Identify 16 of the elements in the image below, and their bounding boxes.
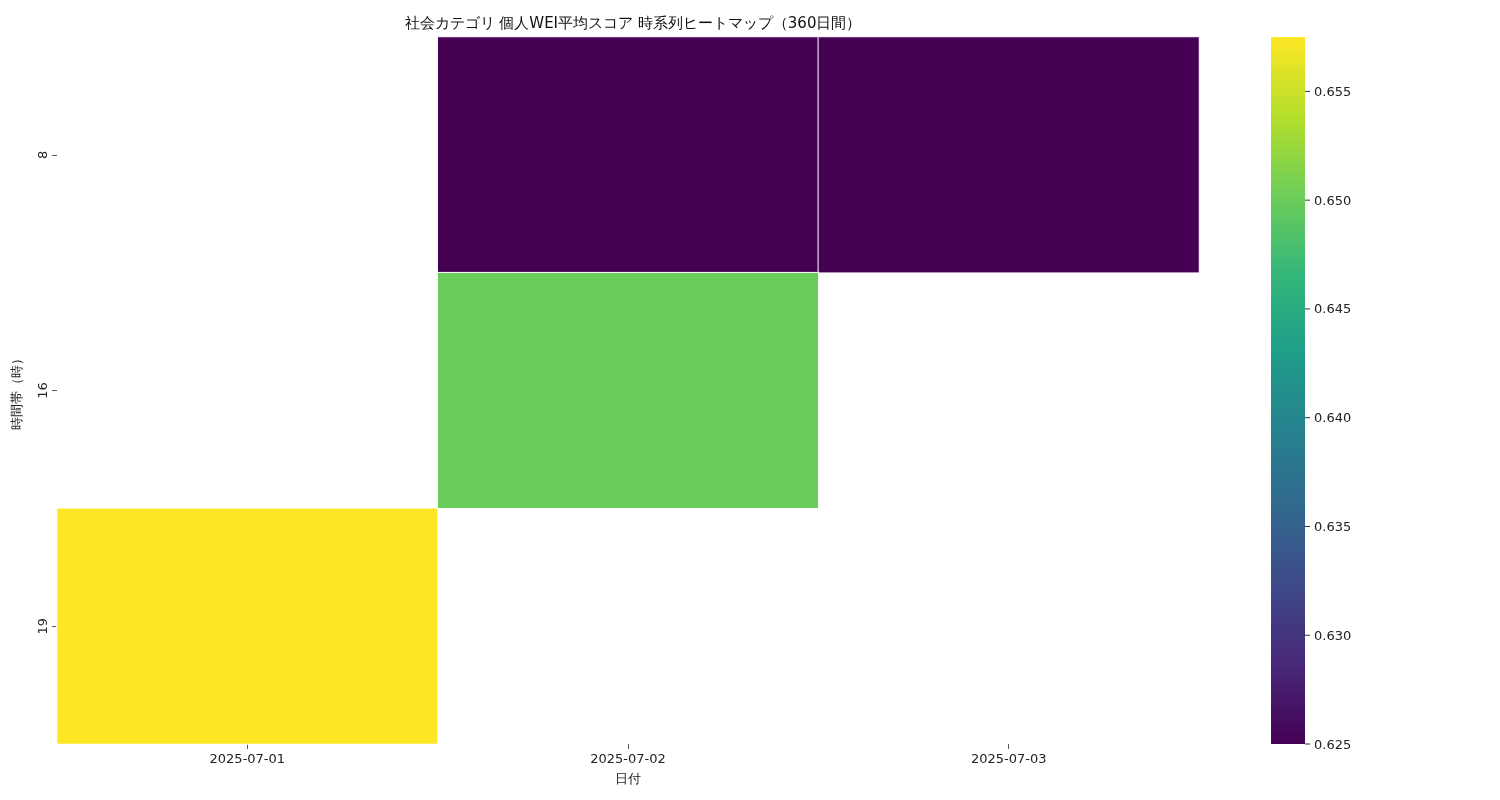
color-bar-label: 0.635 [1314,518,1352,534]
chart-title: 社会カテゴリ 個人WEI平均スコア 時系列ヒートマップ（360日間） [404,13,862,32]
x-tick-label: 2025-07-03 [970,751,1047,766]
y-tick-label: 8 [35,150,50,159]
y-tick-label: 19 [35,617,50,635]
y-tick-label: 16 [35,382,50,399]
x-tick-label: 2025-07-02 [590,751,666,766]
x-tick-label: 2025-07-01 [209,751,286,766]
color-bar-label: 0.650 [1314,192,1352,208]
x-axis-title: 日付 [615,771,641,786]
color-bar-label: 0.625 [1314,736,1352,752]
y-axis-title: 時間帯（時） [9,351,24,430]
color-bar-label: 0.640 [1314,410,1352,426]
color-bar-label: 0.645 [1314,301,1352,317]
color-bar-label: 0.655 [1314,83,1352,99]
color-bar-label: 0.630 [1314,627,1352,643]
